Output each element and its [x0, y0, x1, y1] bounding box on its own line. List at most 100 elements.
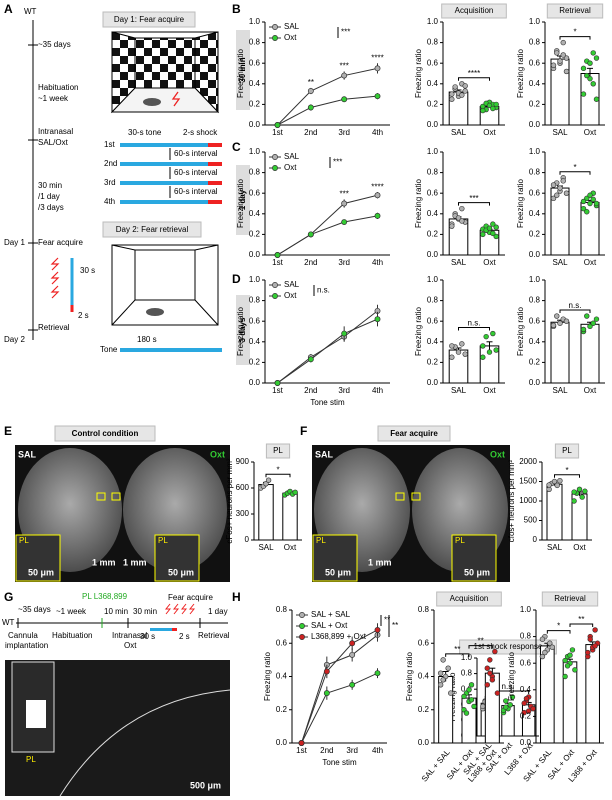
- row-label: 1 day: [238, 189, 247, 210]
- label: PL: [19, 536, 29, 545]
- data-point: [265, 477, 272, 483]
- data-point: [448, 690, 454, 696]
- line: [301, 629, 378, 744]
- line: [277, 318, 378, 384]
- data-point: [580, 205, 587, 212]
- label: Oxt: [210, 449, 225, 459]
- label: PL L368,899: [82, 592, 128, 601]
- y-tick-label: 0.4: [529, 79, 541, 88]
- marker: [274, 122, 281, 128]
- label: 60-s interval: [174, 149, 218, 158]
- label: /1 day: [38, 192, 60, 201]
- fear-chamber: [110, 31, 220, 114]
- label: 30 s: [140, 632, 155, 641]
- data-point: [539, 636, 546, 642]
- bracket: [445, 653, 470, 657]
- label: Cannula: [8, 631, 38, 640]
- label: Habituation: [38, 83, 78, 92]
- data-point: [492, 648, 498, 655]
- legend-label: SAL: [284, 280, 300, 289]
- line: [277, 95, 378, 126]
- label: 500 μm: [190, 780, 221, 790]
- data-point: [593, 200, 600, 207]
- data-point: [461, 693, 467, 700]
- x-tick-label: 3rd: [338, 128, 350, 137]
- y-tick-label: 0.2: [249, 230, 261, 239]
- label: Intranasal: [38, 127, 73, 136]
- marker: [341, 219, 348, 225]
- data-point: [550, 322, 557, 329]
- y-tick-label: 1.0: [529, 147, 541, 156]
- data-point: [503, 698, 509, 704]
- y-tick-label: 0.6: [249, 316, 261, 325]
- data-point: [449, 96, 455, 102]
- y-tick-label: 1.0: [427, 275, 439, 284]
- y-tick-label: 0.2: [427, 230, 439, 239]
- label: PL: [158, 536, 168, 545]
- y-tick-label: 0.8: [461, 669, 473, 678]
- x-tick-label: SAL: [547, 543, 563, 552]
- data-point: [489, 677, 496, 683]
- annotation: n.s.: [569, 301, 582, 310]
- y-tick-label: 0.0: [249, 250, 261, 259]
- data-point: [593, 96, 600, 102]
- marker: [307, 88, 314, 94]
- y-tick-label: 0.4: [276, 672, 288, 681]
- marker: [341, 200, 348, 207]
- x-tick-label: Oxt: [573, 543, 586, 552]
- label: Fear acquire: [390, 429, 438, 438]
- y-tick-label: 0.0: [529, 378, 541, 387]
- y-tick-label: 0.8: [418, 605, 430, 614]
- y-tick-label: 0.0: [249, 120, 261, 129]
- x-tick-label: 2nd: [304, 386, 317, 395]
- x-tick-label: 1st: [272, 386, 283, 395]
- data-point: [449, 354, 455, 360]
- data-point: [490, 330, 496, 337]
- legend-marker: [299, 623, 305, 629]
- data-point: [549, 644, 555, 650]
- data-point: [590, 320, 596, 326]
- legend-label: SAL + SAL: [311, 610, 351, 619]
- data-point: [463, 710, 470, 716]
- x-tick-label: Oxt: [584, 128, 597, 137]
- marker: [374, 316, 381, 323]
- annotation: **: [392, 621, 398, 630]
- data-point: [590, 50, 596, 56]
- y-tick-label: 1.0: [427, 147, 439, 156]
- y-tick-label: 0.6: [427, 58, 439, 67]
- label: Fear acquire: [168, 593, 213, 602]
- y-tick-label: 0: [533, 535, 538, 544]
- y-tick-label: 0.6: [249, 58, 261, 67]
- bar: [550, 321, 570, 384]
- label: Tone: [100, 345, 118, 354]
- data-point: [564, 663, 571, 669]
- data-point: [563, 55, 570, 61]
- bar: [258, 484, 274, 541]
- y-tick-label: 2000: [519, 457, 537, 466]
- bracket: [458, 77, 490, 81]
- data-point: [584, 195, 590, 202]
- y-tick-label: 0.0: [529, 120, 541, 129]
- label: ~1 week: [38, 94, 69, 103]
- x-tick-label: Oxt: [483, 128, 496, 137]
- y-tick-label: 0.6: [276, 638, 288, 647]
- data-point: [557, 185, 563, 191]
- y-axis-label: cfos+ neurons per mm²: [507, 459, 516, 542]
- y-tick-label: 0.4: [427, 79, 439, 88]
- label: ~35 days: [38, 40, 71, 49]
- marker: [341, 96, 348, 103]
- y-tick-label: 0.0: [427, 250, 439, 259]
- legend-marker: [272, 293, 278, 299]
- y-tick-label: 0.4: [520, 685, 532, 694]
- x-tick-label: 4th: [372, 258, 383, 267]
- data-point: [487, 657, 493, 663]
- marker: [374, 670, 381, 677]
- chart-title: Retrieval: [559, 6, 591, 15]
- y-tick-label: 0: [245, 535, 250, 544]
- annotation: *: [573, 28, 576, 37]
- label: Oxt: [490, 449, 505, 459]
- data-point: [440, 677, 446, 683]
- y-tick-label: 0.2: [249, 100, 261, 109]
- data-point: [580, 326, 587, 333]
- data-point: [557, 478, 563, 484]
